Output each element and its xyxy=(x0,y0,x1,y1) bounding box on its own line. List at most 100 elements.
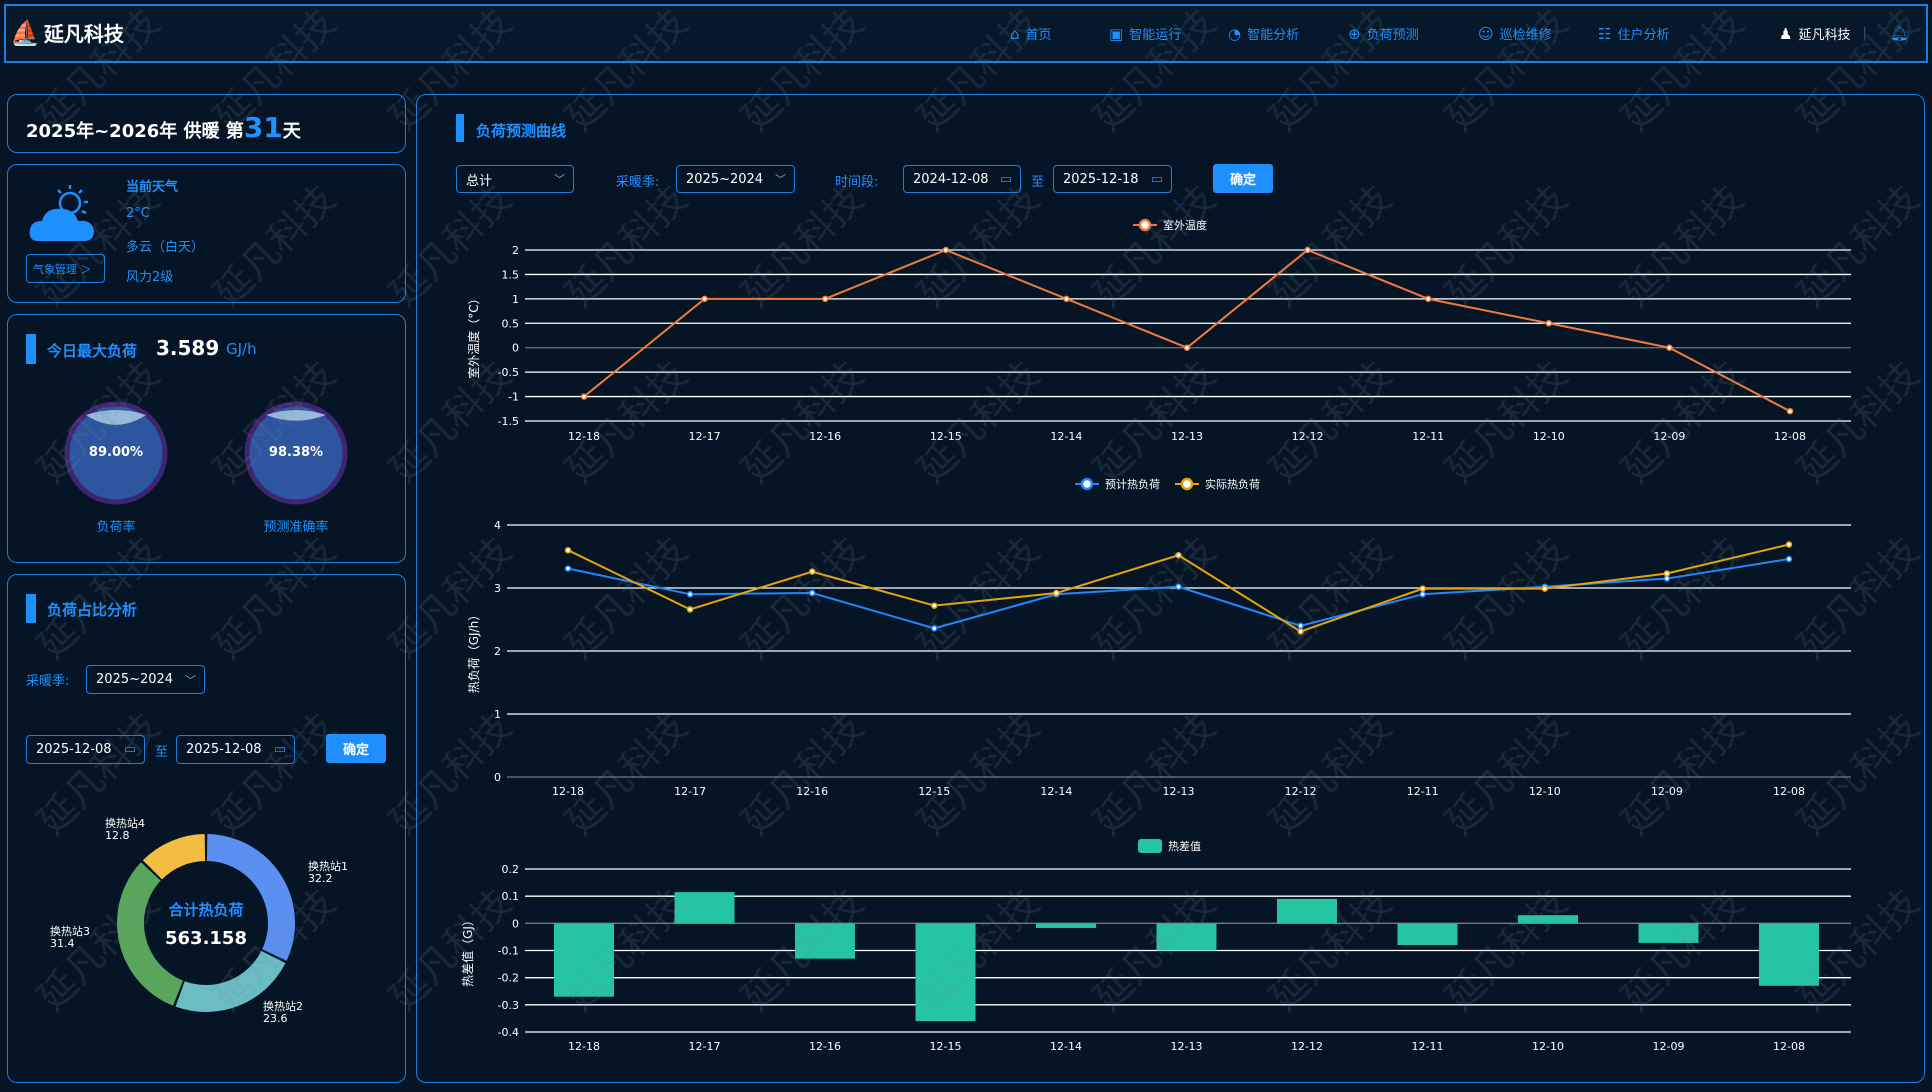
data-point xyxy=(701,295,708,303)
nav-load-forecast[interactable]: ⊕ 负荷预测 xyxy=(1348,24,1419,44)
data-point xyxy=(1304,246,1311,254)
to-label: 至 xyxy=(1031,175,1045,190)
gauge-wave xyxy=(266,410,326,421)
engineer-icon: ☺ xyxy=(1478,24,1494,43)
diff-bar xyxy=(1156,923,1217,951)
data-point xyxy=(931,625,938,632)
x-tick-label: 12-18 xyxy=(568,430,600,443)
gauge-wave xyxy=(86,410,146,425)
max-load-title: 今日最大负荷 xyxy=(47,342,138,360)
x-tick-label: 12-12 xyxy=(1292,430,1324,443)
x-tick-label: 12-08 xyxy=(1774,430,1806,443)
forecast-date-to[interactable]: 2025-12-18 ▭ xyxy=(1053,165,1172,193)
diff-bar xyxy=(795,923,855,959)
load-rate-value: 89.00% xyxy=(88,445,144,460)
forecast-date-from[interactable]: 2024-12-08 ▭ xyxy=(903,165,1021,193)
x-tick-label: 12-10 xyxy=(1532,1040,1564,1053)
y-axis-label: 热负荷（GJ/h） xyxy=(467,609,481,694)
data-point xyxy=(686,606,694,613)
date-to-input[interactable]: 2025-12-08 ▭ xyxy=(176,735,295,764)
x-tick-label: 12-09 xyxy=(1653,1040,1685,1053)
logo[interactable]: ⛵ 延凡科技 xyxy=(10,18,124,47)
load-rate-label: 负荷率 xyxy=(96,520,136,535)
data-point xyxy=(580,393,588,400)
x-tick-label: 12-17 xyxy=(674,785,706,798)
data-point xyxy=(1175,551,1182,559)
gauge-ball xyxy=(64,401,168,505)
user-menu[interactable]: ♟ 延凡科技 | xyxy=(1779,24,1867,44)
nav-smart-operation[interactable]: ▣ 智能运行 xyxy=(1109,24,1182,44)
calendar-icon: ▭ xyxy=(999,171,1012,187)
date-from-input[interactable]: 2025-12-08 ▭ xyxy=(26,735,145,764)
y-tick-label: -0.4 xyxy=(498,1026,519,1039)
donut-value: 31.4 xyxy=(50,937,75,950)
accuracy-value: 98.38% xyxy=(268,445,324,460)
x-tick-label: 12-13 xyxy=(1171,430,1203,443)
x-tick-label: 12-08 xyxy=(1773,1040,1805,1053)
y-tick-label: 0.2 xyxy=(502,863,520,876)
nav-smart-analysis[interactable]: ◔ 智能分析 xyxy=(1228,24,1300,44)
x-tick-label: 12-11 xyxy=(1412,1040,1444,1053)
diff-bar xyxy=(1638,923,1699,943)
calendar-icon: ▭ xyxy=(273,742,286,757)
chevron-down-icon: ﹀ xyxy=(554,173,565,186)
y-tick-label: -0.5 xyxy=(498,366,519,379)
nav-home[interactable]: ⌂ 首页 xyxy=(1010,24,1052,44)
x-tick-label: 12-17 xyxy=(689,1040,721,1053)
type-select[interactable]: 总计 ﹀ xyxy=(456,165,574,193)
forecast-title: 负荷预测曲线 xyxy=(476,122,567,140)
season-day-title: 2025年~2026年 供暖 第31天 xyxy=(26,111,301,144)
diff-bar xyxy=(1397,923,1458,946)
y-axis-label: 室外温度（°C） xyxy=(466,292,481,378)
chevron-down-icon: ﹀ xyxy=(185,673,196,687)
y-tick-label: 3 xyxy=(494,582,501,595)
legend-label: 热差值 xyxy=(1168,839,1201,853)
x-tick-label: 12-17 xyxy=(689,430,721,443)
donut-label: 换热站4 xyxy=(105,816,145,830)
season-panel xyxy=(7,94,406,153)
data-point xyxy=(564,565,572,572)
y-tick-label: 4 xyxy=(494,519,501,532)
ratio-confirm-button[interactable]: 确定 xyxy=(326,734,386,763)
season-select[interactable]: 2025~2024 ﹀ xyxy=(86,665,205,694)
series-line xyxy=(567,558,1790,630)
y-tick-label: -1.5 xyxy=(498,415,519,428)
title-accent xyxy=(26,594,36,623)
data-point xyxy=(1666,344,1673,351)
x-tick-label: 12-16 xyxy=(796,785,828,798)
period-label: 时间段: xyxy=(835,175,879,190)
legend-label: 室外温度 xyxy=(1163,218,1207,232)
weather-temperature: 2°C xyxy=(126,206,150,221)
forecast-season-select[interactable]: 2025~2024 ﹀ xyxy=(676,165,795,193)
forecast-confirm-button[interactable]: 确定 xyxy=(1213,164,1273,193)
user-icon: ♟ xyxy=(1779,24,1793,43)
y-tick-label: -1 xyxy=(508,391,519,404)
x-tick-label: 12-18 xyxy=(568,1040,600,1053)
y-tick-label: 0.1 xyxy=(502,890,520,903)
y-tick-label: 1 xyxy=(512,293,519,306)
diff-bar xyxy=(1759,923,1819,986)
weather-management-button[interactable]: 气象管理 ＞ xyxy=(26,254,105,283)
diff-bar xyxy=(674,892,735,924)
data-point xyxy=(1424,295,1432,303)
donut-slice xyxy=(117,862,184,1006)
diff-bar xyxy=(1277,898,1337,924)
y-axis-label: 热差值（GJ） xyxy=(460,914,475,987)
x-tick-label: 12-10 xyxy=(1533,430,1565,443)
data-point xyxy=(808,589,816,597)
weather-condition: 多云（白天） xyxy=(126,240,205,255)
weather-title: 当前天气 xyxy=(126,180,179,195)
donut-label: 换热站3 xyxy=(50,924,90,938)
load-ratio-title: 负荷占比分析 xyxy=(47,601,138,619)
nav-residents[interactable]: ☷ 住户分析 xyxy=(1598,24,1670,44)
y-tick-label: 0 xyxy=(512,342,519,355)
x-tick-label: 12-09 xyxy=(1651,785,1683,798)
notification-bell-icon[interactable]: 🔔︎ xyxy=(1890,24,1910,42)
partly-cloudy-icon xyxy=(29,185,94,241)
monitor-icon: ▣ xyxy=(1109,24,1124,43)
data-point xyxy=(686,591,694,598)
y-tick-label: -0.2 xyxy=(498,972,519,985)
x-tick-label: 12-08 xyxy=(1773,785,1805,798)
x-tick-label: 12-16 xyxy=(809,1040,841,1053)
nav-inspection[interactable]: ☺ 巡检维修 xyxy=(1478,24,1552,44)
